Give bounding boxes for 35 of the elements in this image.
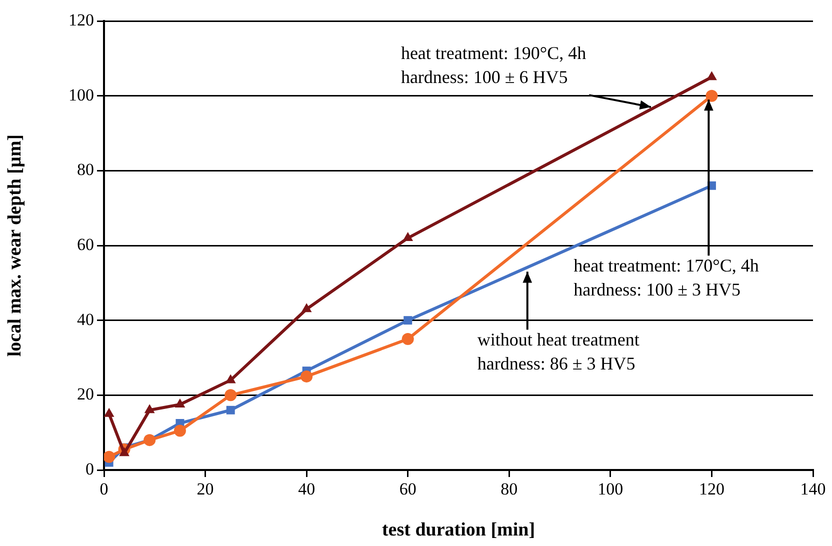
x-tick-label: 60 — [399, 480, 416, 499]
point — [104, 450, 116, 463]
x-tick-label: 80 — [500, 480, 518, 499]
point — [174, 424, 186, 437]
x-axis-title: test duration [min] — [382, 520, 536, 541]
point — [300, 370, 313, 382]
y-axis-title: local max. wear depth [µm] — [4, 134, 26, 357]
point — [104, 408, 114, 417]
point — [301, 303, 312, 312]
annotation: heat treatment: 170°C, 4h hardness: 100 ± 3 HV5 — [574, 255, 759, 300]
point — [402, 333, 414, 346]
x-tick-label: 40 — [298, 480, 316, 499]
x-tick-label: 20 — [196, 480, 214, 499]
x-tick-label: 0 — [100, 480, 108, 499]
point — [402, 232, 414, 242]
point — [404, 316, 412, 325]
x-tick-label: 100 — [598, 480, 624, 499]
x-tick-label: 120 — [698, 480, 724, 499]
y-tick-label: 80 — [77, 160, 94, 180]
point — [224, 389, 237, 402]
y-tick-label: 40 — [77, 310, 94, 329]
point — [119, 447, 130, 456]
point — [174, 398, 186, 408]
y-tick-label: 100 — [68, 85, 94, 104]
y-tick-label: 60 — [77, 234, 94, 254]
x-tick-label: 140 — [800, 480, 826, 499]
y-tick-label: 0 — [86, 459, 94, 478]
point — [144, 404, 155, 414]
y-tick-label: 20 — [77, 384, 94, 404]
point — [226, 406, 235, 414]
annotation: without heat treatment hardness: 86 ± 3 HV5 — [477, 329, 640, 374]
annotation: heat treatment: 190°C, 4h hardness: 100 ± 6 HV5 — [400, 42, 586, 87]
point — [706, 71, 717, 80]
y-tick-label: 120 — [68, 10, 94, 30]
point — [706, 90, 718, 102]
